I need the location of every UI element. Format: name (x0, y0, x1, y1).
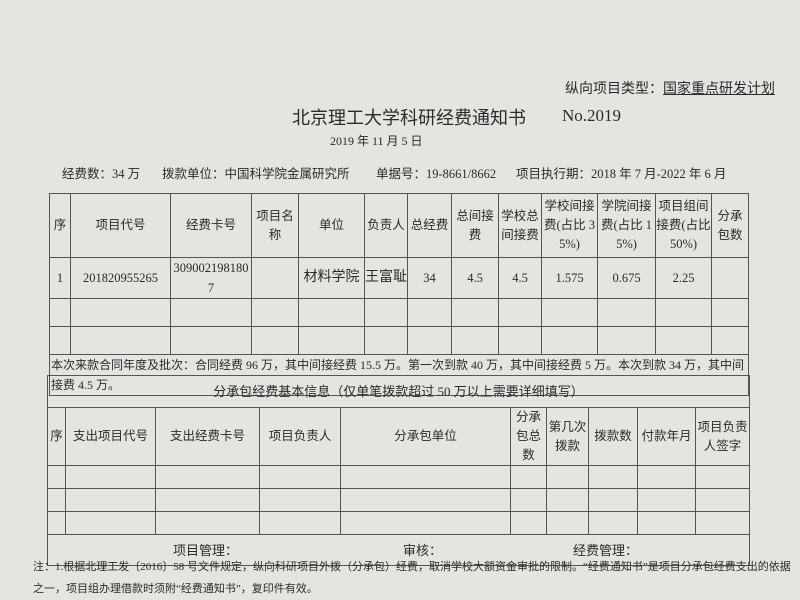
header-cell: 支出经费卡号 (155, 407, 260, 466)
table-row: 1 201820955265 3090021981807 材料学院 王富耻 34… (49, 257, 749, 299)
info-payer: 拨款单位：中国科学院金属研究所 (162, 167, 350, 181)
footnote-line-1: 注：1.根据北理工发〔2016〕58 号文件规定，纵向科研项目外拨（分承包）经费… (33, 561, 791, 573)
cell: 4.5 (498, 257, 542, 299)
table-row (47, 465, 751, 489)
project-type: 纵向项目类型：国家重点研发计划 (565, 78, 775, 98)
cell: 34 (407, 257, 452, 299)
header-cell: 总间接费 (451, 193, 499, 258)
reviewer-label: 审核： (403, 543, 443, 558)
header-cell: 项目名称 (251, 193, 299, 258)
cell: 201820955265 (70, 257, 171, 299)
header-cell: 学校间接费(占比 35%) (541, 193, 598, 258)
header-cell: 项目负责人签字 (694, 407, 751, 466)
finance-manager-label: 经费管理： (573, 543, 639, 558)
project-type-value: 国家重点研发计划 (663, 82, 775, 97)
header-cell: 项目代号 (70, 193, 171, 258)
subcontract-title: 分承包经费基本信息（仅单笔拨款超过 50 万以上需要详细填写） (46, 375, 751, 408)
header-cell: 付款年月 (637, 407, 696, 466)
cell: 0.675 (597, 257, 656, 299)
subcontract-header: 序 支出项目代号 支出经费卡号 项目负责人 分承包单位 分承包总数 第几次拨款 … (47, 407, 751, 466)
table-row (47, 511, 751, 535)
header-cell: 拨款数 (588, 407, 638, 466)
info-period: 项目执行期：2018 年 7 月-2022 年 6 月 (516, 167, 727, 181)
cell: 1 (49, 257, 71, 299)
table-row (47, 488, 751, 512)
cell: 2.25 (655, 257, 712, 299)
header-cell: 单位 (298, 193, 365, 258)
cell: 4.5 (451, 257, 499, 299)
cell: 1.575 (541, 257, 598, 299)
signature-row: 项目管理： 审核： 经费管理： (46, 534, 751, 566)
header-cell: 序 (47, 407, 66, 466)
header-cell: 支出项目代号 (65, 407, 156, 466)
header-cell: 学校总间接费 (498, 193, 542, 258)
header-cell: 序 (49, 193, 71, 258)
cell (711, 257, 749, 299)
cell: 3090021981807 (170, 257, 252, 299)
main-table: 序 项目代号 经费卡号 项目名称 单位 负责人 总经费 总间接费 学校总间接费 … (49, 193, 749, 396)
cell: 材料学院 (298, 257, 365, 299)
header-cell: 第几次拨款 (546, 407, 589, 466)
document-date: 2019 年 11 月 5 日 (330, 134, 423, 148)
cell: 王富耻 (364, 257, 408, 299)
project-manager-label: 项目管理： (173, 543, 239, 558)
document-title: 北京理工大学科研经费通知书 (292, 108, 526, 128)
subcontract-table: 分承包经费基本信息（仅单笔拨款超过 50 万以上需要详细填写） 序 支出项目代号… (46, 375, 751, 566)
main-table-header: 序 项目代号 经费卡号 项目名称 单位 负责人 总经费 总间接费 学校总间接费 … (49, 193, 749, 258)
document-number: No.2019 (562, 106, 622, 125)
table-row (49, 298, 749, 327)
header-cell: 经费卡号 (170, 193, 252, 258)
header-cell: 负责人 (364, 193, 408, 258)
header-cell: 总经费 (407, 193, 452, 258)
footnote-line-2: 之一，项目组办理借款时须附“经费通知书”，复印件有效。 (33, 583, 318, 595)
cell (251, 257, 299, 299)
header-cell: 项目负责人 (259, 407, 341, 466)
header-cell: 项目组间接费(占比 50%) (655, 193, 712, 258)
info-receipt: 单据号：19-8661/8662 (376, 167, 497, 181)
header-cell: 分承包总数 (510, 407, 547, 466)
header-cell: 学院间接费(占比 15%) (597, 193, 656, 258)
header-cell: 分承包单位 (340, 407, 511, 466)
project-type-label: 纵向项目类型： (565, 82, 663, 97)
info-funds: 经费数：34 万 (62, 167, 141, 181)
header-cell: 分承包数 (711, 193, 749, 258)
table-row (49, 326, 749, 355)
